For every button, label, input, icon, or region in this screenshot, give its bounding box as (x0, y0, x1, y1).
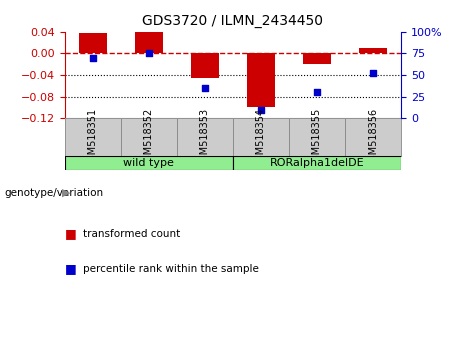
Bar (233, 118, 289, 156)
Text: GSM518354: GSM518354 (256, 108, 266, 167)
Bar (177, 118, 233, 156)
Bar (65, 118, 121, 156)
Bar (78, 34, 106, 53)
Text: GSM518351: GSM518351 (88, 108, 98, 167)
Point (201, 85, 208, 91)
Point (313, 90, 321, 95)
Point (145, 51, 152, 56)
Text: transformed count: transformed count (83, 229, 180, 239)
Point (369, 70, 377, 76)
Text: GSM518352: GSM518352 (144, 108, 154, 167)
Text: ■: ■ (65, 263, 76, 275)
Text: percentile rank within the sample: percentile rank within the sample (83, 264, 259, 274)
Title: GDS3720 / ILMN_2434450: GDS3720 / ILMN_2434450 (142, 14, 323, 28)
Bar (135, 32, 163, 53)
Text: GSM518355: GSM518355 (312, 108, 322, 167)
Text: GSM518356: GSM518356 (368, 108, 378, 167)
Bar (247, 53, 275, 107)
Bar (121, 118, 177, 156)
Bar (303, 53, 331, 64)
Text: genotype/variation: genotype/variation (5, 188, 104, 198)
Bar (65, 156, 233, 170)
Bar (191, 53, 219, 78)
Text: ■: ■ (65, 227, 76, 240)
Bar (233, 156, 401, 170)
Text: ▶: ▶ (62, 188, 71, 198)
Point (257, 107, 265, 112)
Bar (345, 118, 401, 156)
Bar (359, 48, 387, 53)
Text: wild type: wild type (123, 158, 174, 168)
Text: RORalpha1delDE: RORalpha1delDE (270, 158, 364, 168)
Text: GSM518353: GSM518353 (200, 108, 210, 167)
Bar (289, 118, 345, 156)
Point (89, 55, 96, 61)
